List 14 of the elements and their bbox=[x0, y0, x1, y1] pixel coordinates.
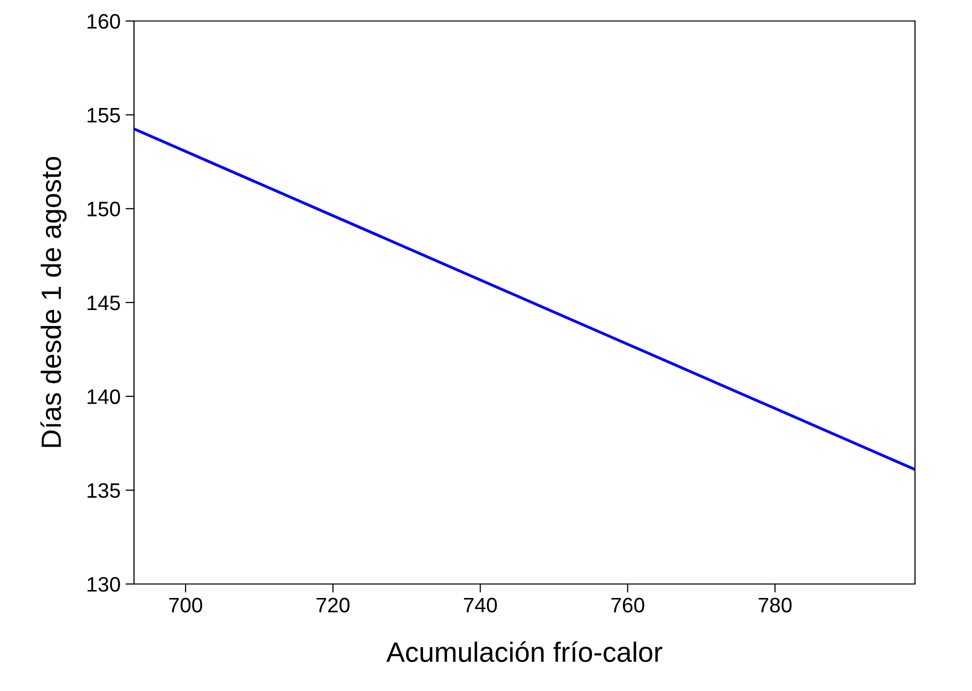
x-tick-label: 760 bbox=[611, 598, 644, 612]
x-tick-label: 700 bbox=[169, 598, 202, 612]
y-tick-label: 135 bbox=[88, 483, 120, 498]
y-tick-label: 145 bbox=[88, 296, 120, 310]
x-tick-label: 740 bbox=[464, 598, 497, 612]
y-tick-label: 155 bbox=[88, 108, 120, 123]
y-tick-label: 150 bbox=[88, 202, 120, 216]
y-tick-label: 130 bbox=[88, 577, 120, 592]
y-tick-label: 140 bbox=[88, 389, 120, 404]
x-axis-title: Acumulación frío-calor bbox=[386, 641, 662, 662]
y-axis-title: Días desde 1 de agosto bbox=[40, 156, 67, 447]
x-tick-label: 780 bbox=[758, 598, 792, 612]
x-tick-label: 720 bbox=[316, 598, 350, 612]
y-tick-label: 160 bbox=[88, 14, 120, 29]
